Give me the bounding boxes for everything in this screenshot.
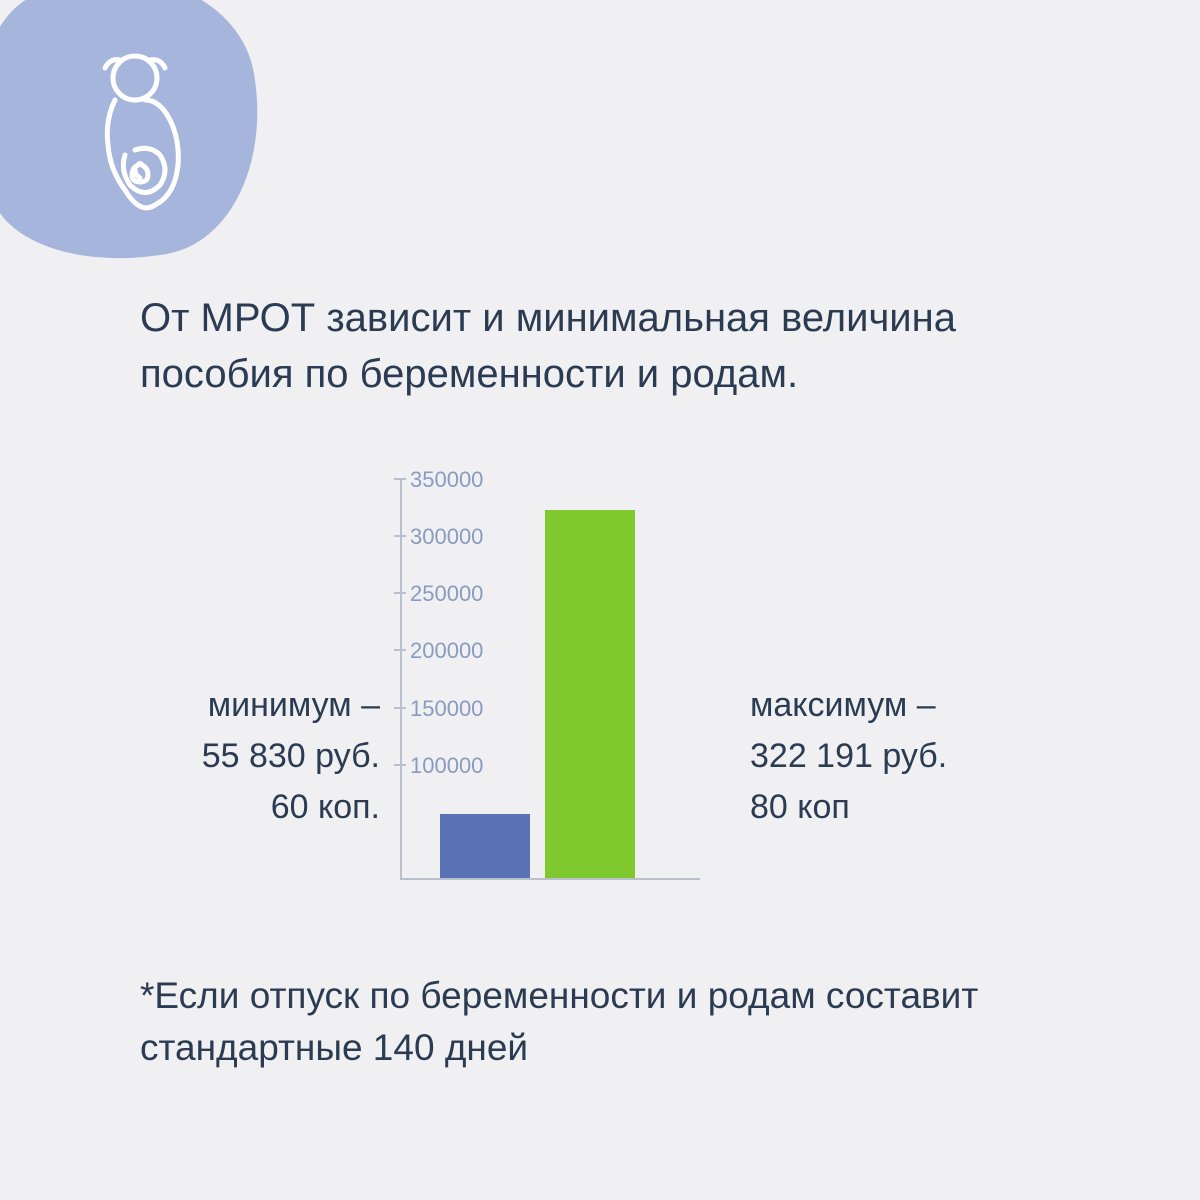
chart-tick-mark xyxy=(394,535,406,537)
bar-chart: 100000150000200000250000300000350000 xyxy=(400,480,700,900)
min-label-line2: 55 830 руб. xyxy=(100,731,380,782)
max-label-line1: максимум – xyxy=(750,680,1070,731)
chart-tick-mark xyxy=(394,478,406,480)
chart-tick-label: 350000 xyxy=(410,467,483,493)
chart-tick-mark xyxy=(394,649,406,651)
chart-bar xyxy=(440,814,530,878)
chart-bars-area xyxy=(430,498,700,878)
min-label-line1: минимум – xyxy=(100,680,380,731)
chart-tick-mark xyxy=(394,707,406,709)
max-label-line2: 322 191 руб. xyxy=(750,731,1070,782)
chart-bar xyxy=(545,510,635,878)
maximum-value-label: максимум – 322 191 руб. 80 коп xyxy=(750,680,1070,833)
minimum-value-label: минимум – 55 830 руб. 60 коп. xyxy=(100,680,380,833)
chart-tick-mark xyxy=(394,764,406,766)
min-label-line3: 60 коп. xyxy=(100,782,380,833)
max-label-line3: 80 коп xyxy=(750,782,1070,833)
chart-x-axis xyxy=(400,878,700,880)
chart-tick-mark xyxy=(394,592,406,594)
main-heading: От МРОТ зависит и минимальная величина п… xyxy=(140,290,1100,402)
pregnant-woman-icon xyxy=(60,50,210,250)
footnote-text: *Если отпуск по беременности и родам сос… xyxy=(140,970,1100,1074)
chart-y-axis xyxy=(400,480,402,880)
